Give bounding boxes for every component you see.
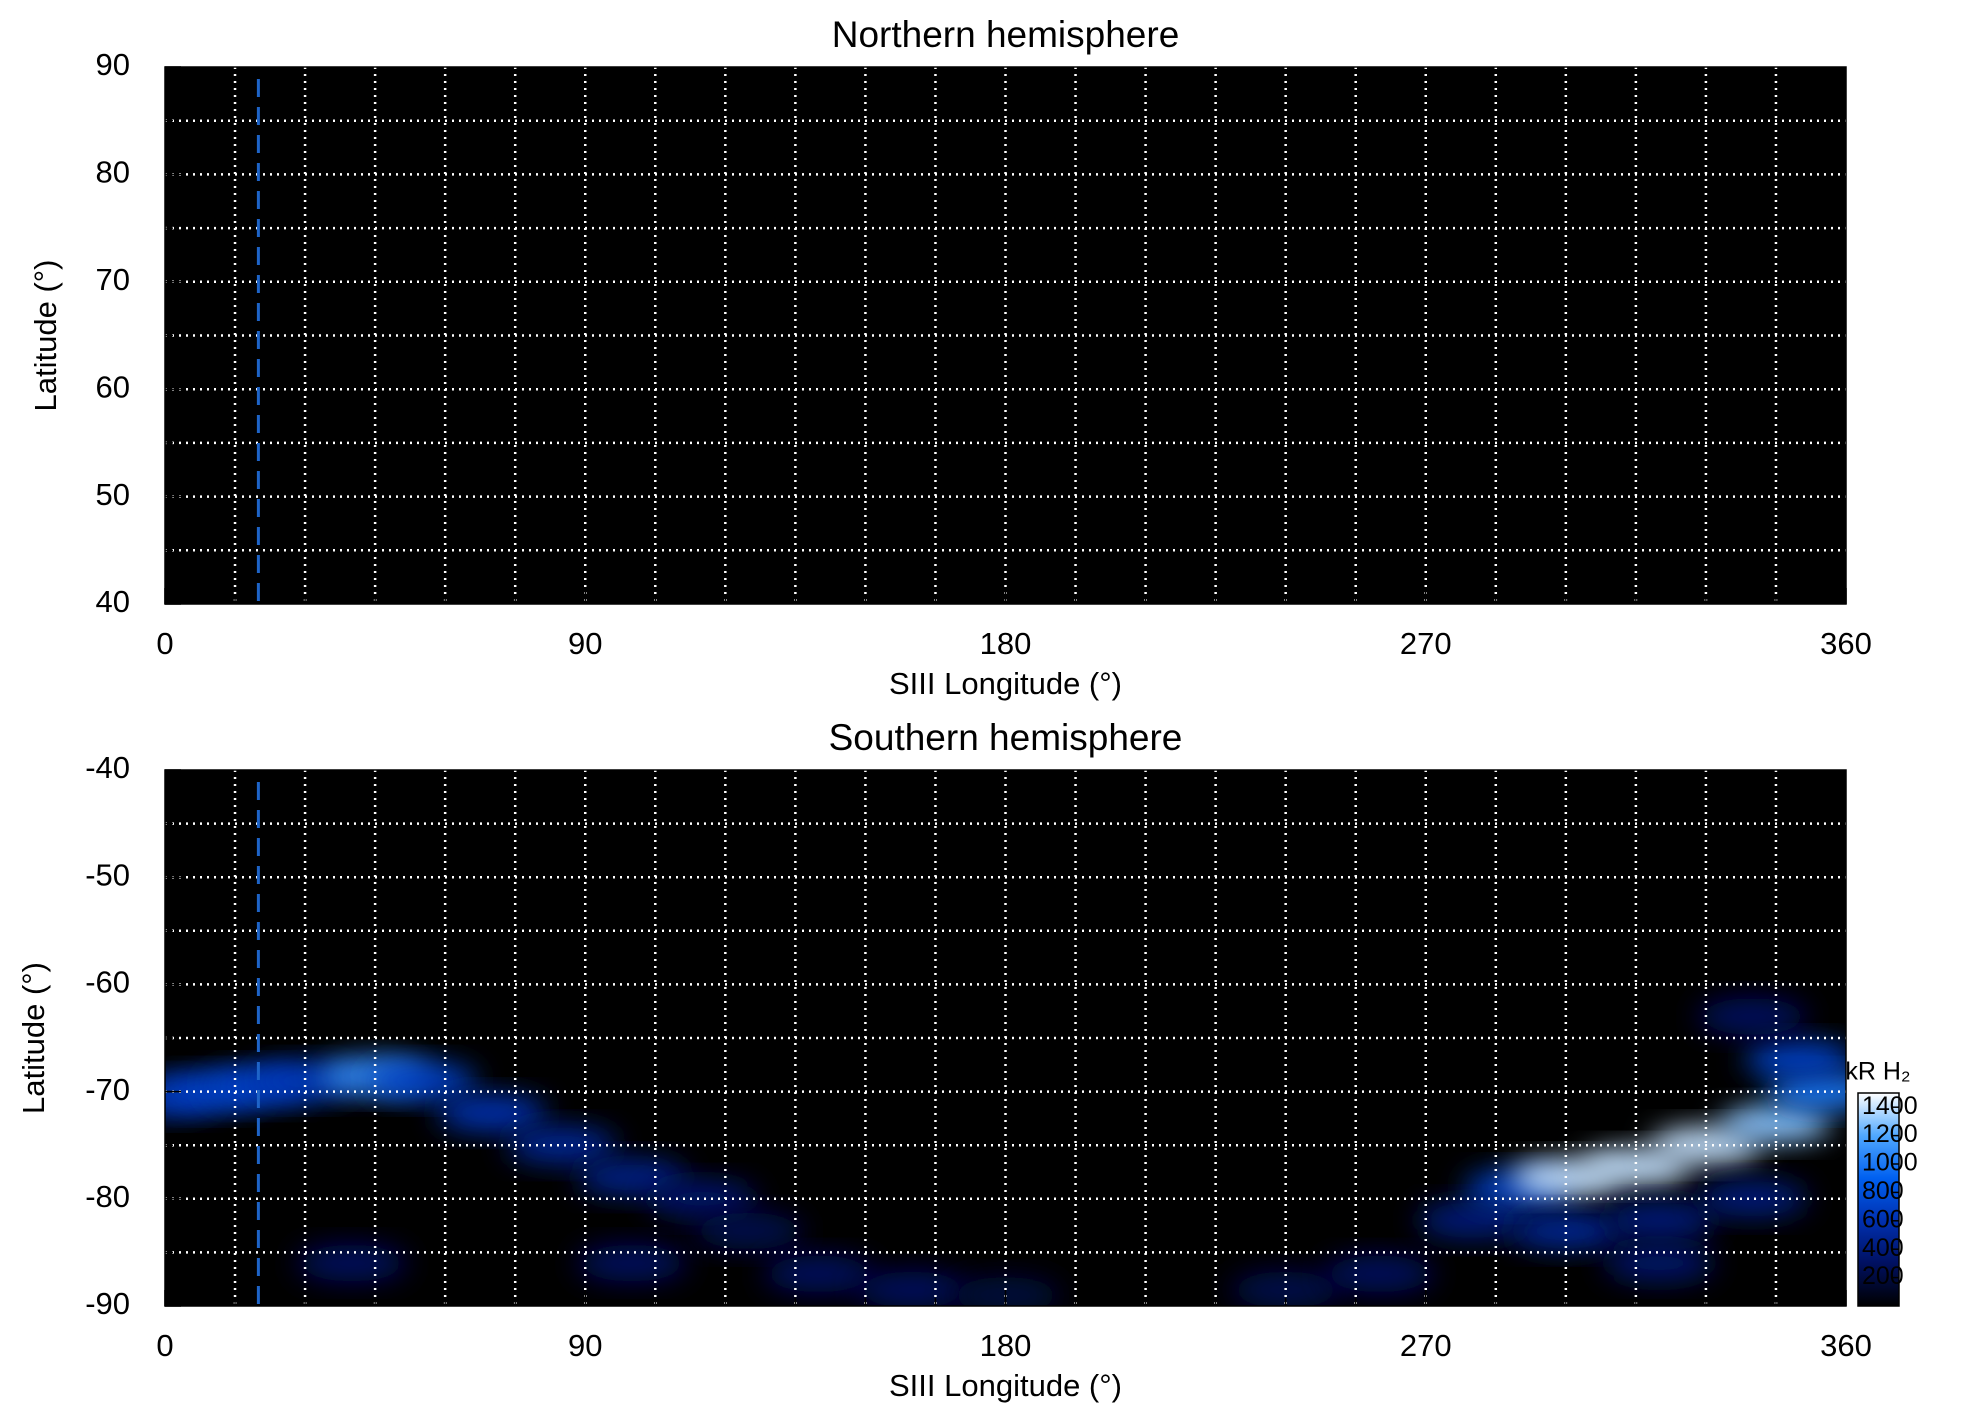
x-tick-label: 180 (980, 1328, 1032, 1363)
colorbar-tick-label: 1200 (1862, 1120, 1918, 1148)
y-tick-label: 40 (96, 584, 130, 619)
x-tick-label: 0 (156, 1328, 173, 1363)
x-tick-label: 90 (568, 1328, 602, 1363)
y-tick-label: -70 (85, 1072, 130, 1107)
y-tick-label: -60 (85, 965, 130, 1000)
emission-cell (1604, 1202, 1715, 1239)
colorbar-tick-label: 800 (1862, 1177, 1904, 1205)
emission-cell (1744, 1041, 1846, 1078)
y-axis-label: Latitude (°) (28, 260, 63, 412)
emission-cell (1767, 1073, 1846, 1110)
emission-cell (1510, 1212, 1621, 1249)
colorbar-tick-label: 200 (1862, 1262, 1904, 1290)
emission-cell (1324, 1255, 1435, 1292)
emission-cell (1697, 998, 1808, 1035)
emission-cell (366, 1062, 477, 1099)
emission-cell (763, 1255, 874, 1292)
y-tick-label: 70 (96, 262, 130, 297)
emission-cell (693, 1212, 804, 1249)
colorbar-tick-label: 1000 (1862, 1149, 1918, 1177)
emission-cell (1697, 1180, 1808, 1217)
y-axis-label: Latitude (°) (16, 962, 51, 1114)
emission-cell (1604, 1245, 1715, 1282)
y-tick-label: -80 (85, 1179, 130, 1214)
y-tick-label: -50 (85, 857, 130, 892)
x-tick-label: 180 (980, 626, 1032, 661)
emission-cell (1580, 1148, 1691, 1185)
emission-cell (296, 1245, 407, 1282)
colorbar-tick-label: 600 (1862, 1205, 1904, 1233)
y-tick-label: 80 (96, 155, 130, 190)
x-tick-label: 360 (1820, 1328, 1872, 1363)
y-tick-label: 90 (96, 47, 130, 82)
x-tick-label: 0 (156, 626, 173, 661)
colorbar-tick-label: 400 (1862, 1234, 1904, 1262)
x-tick-label: 270 (1400, 626, 1452, 661)
chart-title: Southern hemisphere (829, 717, 1183, 758)
chart-title: Northern hemisphere (832, 14, 1180, 55)
x-tick-label: 360 (1820, 626, 1872, 661)
y-tick-label: -40 (85, 750, 130, 785)
emission-cell (506, 1127, 617, 1164)
emission-cell (857, 1271, 968, 1306)
colorbar-tick-label: 1400 (1862, 1092, 1918, 1120)
emission-cell (1720, 1105, 1831, 1142)
colorbar (1857, 1092, 1900, 1307)
emission-cell (1417, 1202, 1528, 1239)
x-axis-label: SIII Longitude (°) (889, 1368, 1122, 1403)
x-tick-label: 90 (568, 626, 602, 661)
emission-cell (436, 1095, 547, 1132)
colorbar-label: kR H₂ (1845, 1058, 1910, 1086)
y-tick-label: 50 (96, 477, 130, 512)
emission-cell (576, 1245, 687, 1282)
x-tick-label: 270 (1400, 1328, 1452, 1363)
emission-cell (646, 1180, 757, 1217)
emission (165, 998, 1846, 1306)
y-tick-label: 60 (96, 369, 130, 404)
emission-cell (576, 1159, 687, 1196)
y-tick-label: -90 (85, 1286, 130, 1321)
x-axis-label: SIII Longitude (°) (889, 666, 1122, 701)
